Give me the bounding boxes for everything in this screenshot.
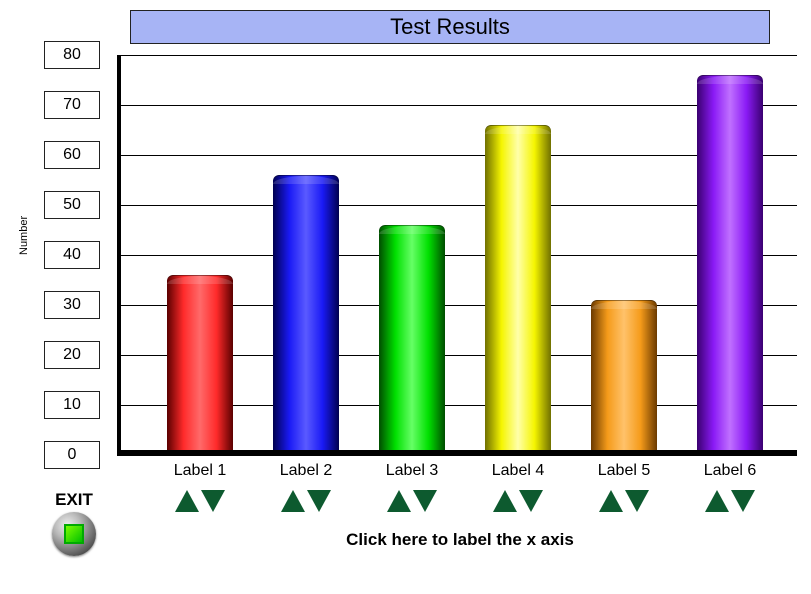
bar-label[interactable]: Label 1 xyxy=(160,462,240,480)
grid-line xyxy=(117,155,797,156)
bar-label[interactable]: Label 5 xyxy=(584,462,664,480)
y-tick-box[interactable]: 70 xyxy=(44,91,100,119)
increase-arrow-icon[interactable] xyxy=(175,490,199,512)
x-axis-label-prompt[interactable]: Click here to label the x axis xyxy=(260,530,660,550)
increase-arrow-icon[interactable] xyxy=(281,490,305,512)
grid-line xyxy=(117,105,797,106)
bar-label[interactable]: Label 2 xyxy=(266,462,346,480)
y-tick-box[interactable]: 50 xyxy=(44,191,100,219)
y-tick-box[interactable]: 20 xyxy=(44,341,100,369)
y-tick-box[interactable]: 40 xyxy=(44,241,100,269)
decrease-arrow-icon[interactable] xyxy=(519,490,543,512)
grid-line xyxy=(117,455,797,456)
exit-label: EXIT xyxy=(44,490,104,510)
increase-arrow-icon[interactable] xyxy=(705,490,729,512)
bar xyxy=(697,75,763,450)
value-stepper xyxy=(266,490,346,512)
increase-arrow-icon[interactable] xyxy=(493,490,517,512)
grid-line xyxy=(117,205,797,206)
y-tick-box[interactable]: 10 xyxy=(44,391,100,419)
decrease-arrow-icon[interactable] xyxy=(201,490,225,512)
increase-arrow-icon[interactable] xyxy=(599,490,623,512)
value-stepper xyxy=(584,490,664,512)
chart-title-bar: Test Results xyxy=(130,10,770,44)
decrease-arrow-icon[interactable] xyxy=(307,490,331,512)
grid-line xyxy=(117,55,797,56)
increase-arrow-icon[interactable] xyxy=(387,490,411,512)
value-stepper xyxy=(160,490,240,512)
bar xyxy=(273,175,339,450)
exit-button[interactable] xyxy=(52,512,96,556)
value-stepper xyxy=(478,490,558,512)
bar xyxy=(167,275,233,450)
chart-plot-area xyxy=(117,55,797,455)
bar-label[interactable]: Label 6 xyxy=(690,462,770,480)
y-tick-box[interactable]: 80 xyxy=(44,41,100,69)
bar xyxy=(485,125,551,450)
value-stepper xyxy=(690,490,770,512)
bar xyxy=(379,225,445,450)
bar-label[interactable]: Label 3 xyxy=(372,462,452,480)
y-tick-box[interactable]: 60 xyxy=(44,141,100,169)
y-tick-box[interactable]: 0 xyxy=(44,441,100,469)
bar-label[interactable]: Label 4 xyxy=(478,462,558,480)
decrease-arrow-icon[interactable] xyxy=(625,490,649,512)
value-stepper xyxy=(372,490,452,512)
chart-title: Test Results xyxy=(390,14,510,40)
y-axis-label: Number xyxy=(18,216,30,255)
bar xyxy=(591,300,657,450)
stop-icon xyxy=(64,524,84,544)
y-tick-box[interactable]: 30 xyxy=(44,291,100,319)
grid-line xyxy=(117,255,797,256)
decrease-arrow-icon[interactable] xyxy=(731,490,755,512)
decrease-arrow-icon[interactable] xyxy=(413,490,437,512)
